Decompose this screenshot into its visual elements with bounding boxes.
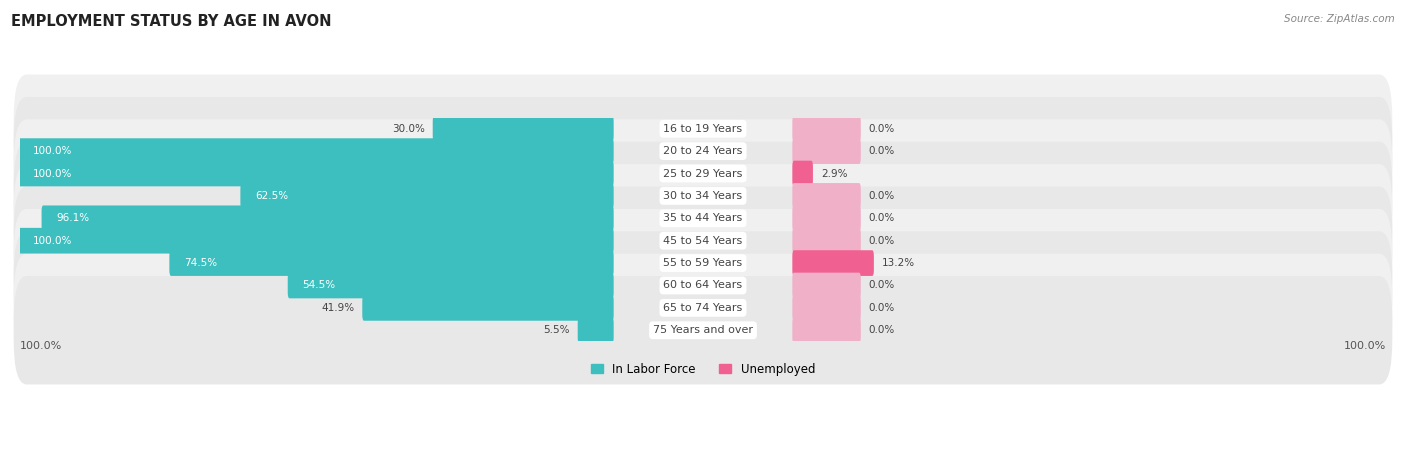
FancyBboxPatch shape xyxy=(793,206,860,231)
Text: 30.0%: 30.0% xyxy=(392,124,425,134)
FancyBboxPatch shape xyxy=(14,119,1392,228)
FancyBboxPatch shape xyxy=(433,116,613,142)
Text: 0.0%: 0.0% xyxy=(869,124,896,134)
Text: 41.9%: 41.9% xyxy=(321,303,354,313)
FancyBboxPatch shape xyxy=(578,317,613,343)
Text: 25 to 29 Years: 25 to 29 Years xyxy=(664,168,742,179)
Text: 45 to 54 Years: 45 to 54 Years xyxy=(664,236,742,246)
Text: 55 to 59 Years: 55 to 59 Years xyxy=(664,258,742,268)
Text: 74.5%: 74.5% xyxy=(184,258,217,268)
FancyBboxPatch shape xyxy=(14,209,1392,317)
FancyBboxPatch shape xyxy=(14,164,1392,273)
FancyBboxPatch shape xyxy=(793,183,860,209)
FancyBboxPatch shape xyxy=(42,206,613,231)
Text: 0.0%: 0.0% xyxy=(869,303,896,313)
FancyBboxPatch shape xyxy=(793,116,860,142)
Text: 100.0%: 100.0% xyxy=(34,168,73,179)
Text: 0.0%: 0.0% xyxy=(869,325,896,335)
Text: 54.5%: 54.5% xyxy=(302,280,336,291)
Text: 60 to 64 Years: 60 to 64 Years xyxy=(664,280,742,291)
Text: 20 to 24 Years: 20 to 24 Years xyxy=(664,146,742,156)
Text: 62.5%: 62.5% xyxy=(254,191,288,201)
FancyBboxPatch shape xyxy=(793,138,860,164)
Text: 100.0%: 100.0% xyxy=(1344,341,1386,351)
Text: 5.5%: 5.5% xyxy=(543,325,569,335)
FancyBboxPatch shape xyxy=(793,228,860,253)
FancyBboxPatch shape xyxy=(169,250,613,276)
FancyBboxPatch shape xyxy=(288,273,613,298)
FancyBboxPatch shape xyxy=(793,273,860,298)
Legend: In Labor Force, Unemployed: In Labor Force, Unemployed xyxy=(591,363,815,376)
FancyBboxPatch shape xyxy=(18,161,613,186)
Text: 65 to 74 Years: 65 to 74 Years xyxy=(664,303,742,313)
FancyBboxPatch shape xyxy=(793,250,875,276)
FancyBboxPatch shape xyxy=(14,75,1392,183)
FancyBboxPatch shape xyxy=(14,142,1392,250)
FancyBboxPatch shape xyxy=(240,183,613,209)
Text: Source: ZipAtlas.com: Source: ZipAtlas.com xyxy=(1284,14,1395,23)
Text: 100.0%: 100.0% xyxy=(34,236,73,246)
FancyBboxPatch shape xyxy=(14,186,1392,295)
FancyBboxPatch shape xyxy=(363,295,613,321)
FancyBboxPatch shape xyxy=(18,228,613,253)
FancyBboxPatch shape xyxy=(793,317,860,343)
Text: 0.0%: 0.0% xyxy=(869,280,896,291)
FancyBboxPatch shape xyxy=(14,254,1392,362)
Text: 16 to 19 Years: 16 to 19 Years xyxy=(664,124,742,134)
Text: EMPLOYMENT STATUS BY AGE IN AVON: EMPLOYMENT STATUS BY AGE IN AVON xyxy=(11,14,332,28)
FancyBboxPatch shape xyxy=(793,295,860,321)
Text: 100.0%: 100.0% xyxy=(34,146,73,156)
FancyBboxPatch shape xyxy=(14,97,1392,205)
FancyBboxPatch shape xyxy=(793,161,813,186)
Text: 35 to 44 Years: 35 to 44 Years xyxy=(664,213,742,223)
Text: 2.9%: 2.9% xyxy=(821,168,848,179)
FancyBboxPatch shape xyxy=(14,276,1392,384)
FancyBboxPatch shape xyxy=(18,138,613,164)
Text: 0.0%: 0.0% xyxy=(869,146,896,156)
Text: 96.1%: 96.1% xyxy=(56,213,90,223)
Text: 0.0%: 0.0% xyxy=(869,213,896,223)
Text: 75 Years and over: 75 Years and over xyxy=(652,325,754,335)
FancyBboxPatch shape xyxy=(14,231,1392,340)
Text: 13.2%: 13.2% xyxy=(882,258,915,268)
Text: 100.0%: 100.0% xyxy=(20,341,62,351)
Text: 30 to 34 Years: 30 to 34 Years xyxy=(664,191,742,201)
Text: 0.0%: 0.0% xyxy=(869,236,896,246)
Text: 0.0%: 0.0% xyxy=(869,191,896,201)
